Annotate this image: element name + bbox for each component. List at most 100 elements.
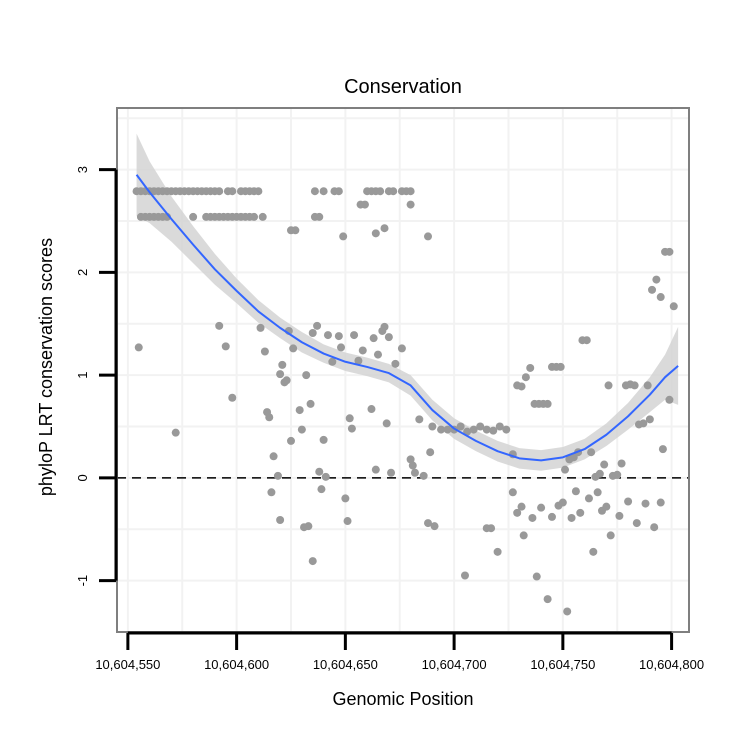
data-point bbox=[269, 452, 278, 461]
x-tick-label: 10,604,550 bbox=[95, 657, 160, 672]
data-point bbox=[665, 395, 674, 404]
data-point bbox=[313, 321, 322, 330]
data-point bbox=[276, 370, 285, 379]
data-point bbox=[256, 323, 265, 332]
data-point bbox=[347, 424, 356, 433]
data-point bbox=[658, 445, 667, 454]
data-point bbox=[543, 399, 552, 408]
smooth-line-layer bbox=[135, 174, 679, 462]
data-point bbox=[604, 381, 613, 390]
data-point bbox=[561, 465, 570, 474]
data-point bbox=[558, 498, 567, 507]
data-point bbox=[337, 343, 346, 352]
data-point bbox=[643, 381, 652, 390]
data-point bbox=[308, 329, 317, 338]
data-point bbox=[369, 334, 378, 343]
data-point bbox=[215, 321, 224, 330]
data-point bbox=[463, 427, 472, 436]
data-point bbox=[380, 224, 389, 233]
data-point bbox=[430, 522, 439, 531]
data-point bbox=[600, 460, 609, 469]
x-tick-label: 10,604,750 bbox=[530, 657, 595, 672]
data-point bbox=[397, 344, 406, 353]
data-point bbox=[502, 425, 511, 434]
confidence-band bbox=[136, 133, 679, 471]
data-point bbox=[410, 468, 419, 477]
data-point bbox=[617, 459, 626, 468]
data-point bbox=[289, 344, 298, 353]
data-point bbox=[406, 200, 415, 209]
data-point bbox=[632, 519, 641, 528]
data-point bbox=[567, 513, 576, 522]
data-point bbox=[563, 607, 572, 616]
data-point bbox=[291, 226, 300, 235]
data-point bbox=[171, 428, 180, 437]
data-point bbox=[371, 229, 380, 238]
chart-title: Conservation bbox=[344, 76, 462, 98]
data-point bbox=[297, 425, 306, 434]
data-point bbox=[624, 497, 633, 506]
data-point bbox=[302, 371, 311, 380]
x-tick-label: 10,604,800 bbox=[639, 657, 704, 672]
data-point bbox=[639, 419, 648, 428]
data-point bbox=[323, 331, 332, 340]
data-point bbox=[576, 508, 585, 517]
data-point bbox=[228, 187, 237, 196]
data-point bbox=[371, 465, 380, 474]
data-point bbox=[630, 381, 639, 390]
data-point bbox=[469, 425, 478, 434]
data-point bbox=[556, 362, 565, 371]
x-tick-label: 10,604,600 bbox=[204, 657, 269, 672]
data-point bbox=[408, 461, 417, 470]
data-point bbox=[547, 512, 556, 521]
data-point bbox=[354, 356, 363, 365]
data-point bbox=[652, 275, 661, 284]
data-point bbox=[273, 471, 282, 480]
data-point bbox=[384, 333, 393, 342]
data-point bbox=[282, 376, 291, 385]
data-point bbox=[319, 187, 328, 196]
x-axis: 10,604,550 10,604,600 10,604,650 10,604,700… bbox=[95, 631, 704, 672]
data-point bbox=[424, 519, 433, 528]
data-point bbox=[443, 425, 452, 434]
data-point bbox=[571, 487, 580, 496]
data-point bbox=[360, 200, 369, 209]
data-point bbox=[367, 405, 376, 414]
data-point bbox=[304, 522, 313, 531]
data-point bbox=[341, 494, 350, 503]
data-point bbox=[517, 502, 526, 511]
data-point bbox=[415, 415, 424, 424]
data-point bbox=[380, 322, 389, 331]
data-point bbox=[306, 399, 315, 408]
data-point bbox=[476, 422, 485, 431]
data-point bbox=[343, 517, 352, 526]
data-point bbox=[615, 511, 624, 520]
data-point bbox=[350, 331, 359, 340]
data-point bbox=[482, 425, 491, 434]
data-point bbox=[517, 382, 526, 391]
data-point bbox=[334, 332, 343, 341]
data-point bbox=[250, 212, 259, 221]
data-point bbox=[189, 212, 198, 221]
confidence-band-layer bbox=[136, 133, 679, 471]
data-point bbox=[456, 422, 465, 431]
data-point bbox=[665, 247, 674, 256]
data-point bbox=[260, 347, 269, 356]
data-point bbox=[310, 187, 319, 196]
data-point bbox=[317, 485, 326, 494]
data-point bbox=[495, 422, 504, 431]
data-point bbox=[221, 342, 230, 351]
data-point bbox=[606, 531, 615, 540]
data-point bbox=[589, 547, 598, 556]
data-point bbox=[254, 187, 263, 196]
data-point bbox=[521, 373, 530, 382]
data-point bbox=[406, 187, 415, 196]
data-point bbox=[543, 595, 552, 604]
data-point bbox=[613, 470, 622, 479]
data-point bbox=[215, 187, 224, 196]
data-point bbox=[641, 499, 650, 508]
data-point bbox=[426, 448, 435, 457]
data-point bbox=[267, 488, 276, 497]
data-point bbox=[669, 302, 678, 311]
